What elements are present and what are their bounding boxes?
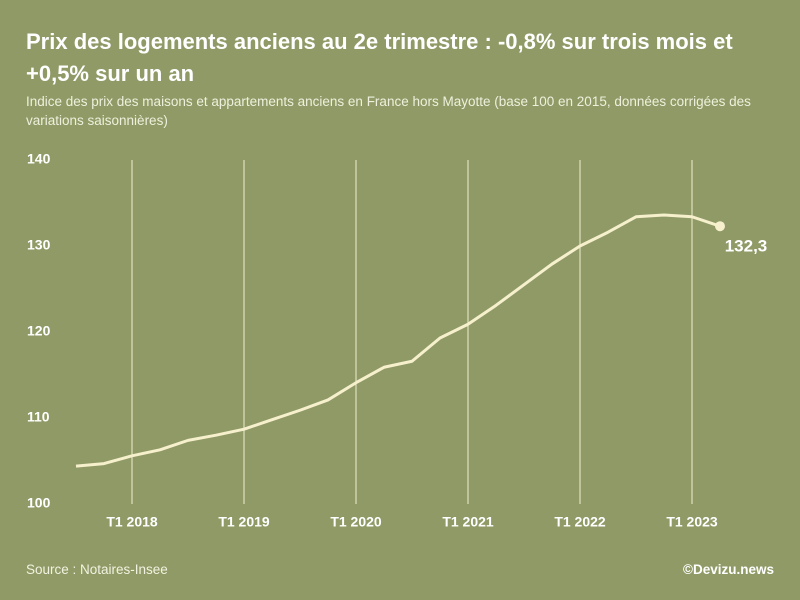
line [75, 213, 721, 468]
chart-subtitle: Indice des prix des maisons et apparteme… [26, 94, 751, 128]
y-tick-label: 100 [27, 495, 51, 511]
x-tick-label: T1 2023 [666, 514, 718, 530]
source: Source : Notaires-Insee [26, 562, 168, 577]
y-tick-label: 140 [27, 151, 51, 167]
x-tick-label: T1 2020 [330, 514, 382, 530]
x-tick-label: T1 2019 [218, 514, 270, 530]
x-tick-label: T1 2021 [442, 514, 494, 530]
end-point [715, 221, 725, 232]
x-tick-label: T1 2018 [106, 514, 158, 530]
chart-title: Prix des logements anciens au 2e trimest… [26, 29, 733, 86]
value-label: 132,3 [725, 237, 768, 256]
x-tick-label: T1 2022 [554, 514, 606, 530]
credit: ©Devizu.news [683, 562, 774, 577]
y-tick-label: 130 [27, 237, 51, 253]
y-tick-label: 120 [27, 323, 51, 339]
y-tick-label: 110 [27, 409, 50, 425]
